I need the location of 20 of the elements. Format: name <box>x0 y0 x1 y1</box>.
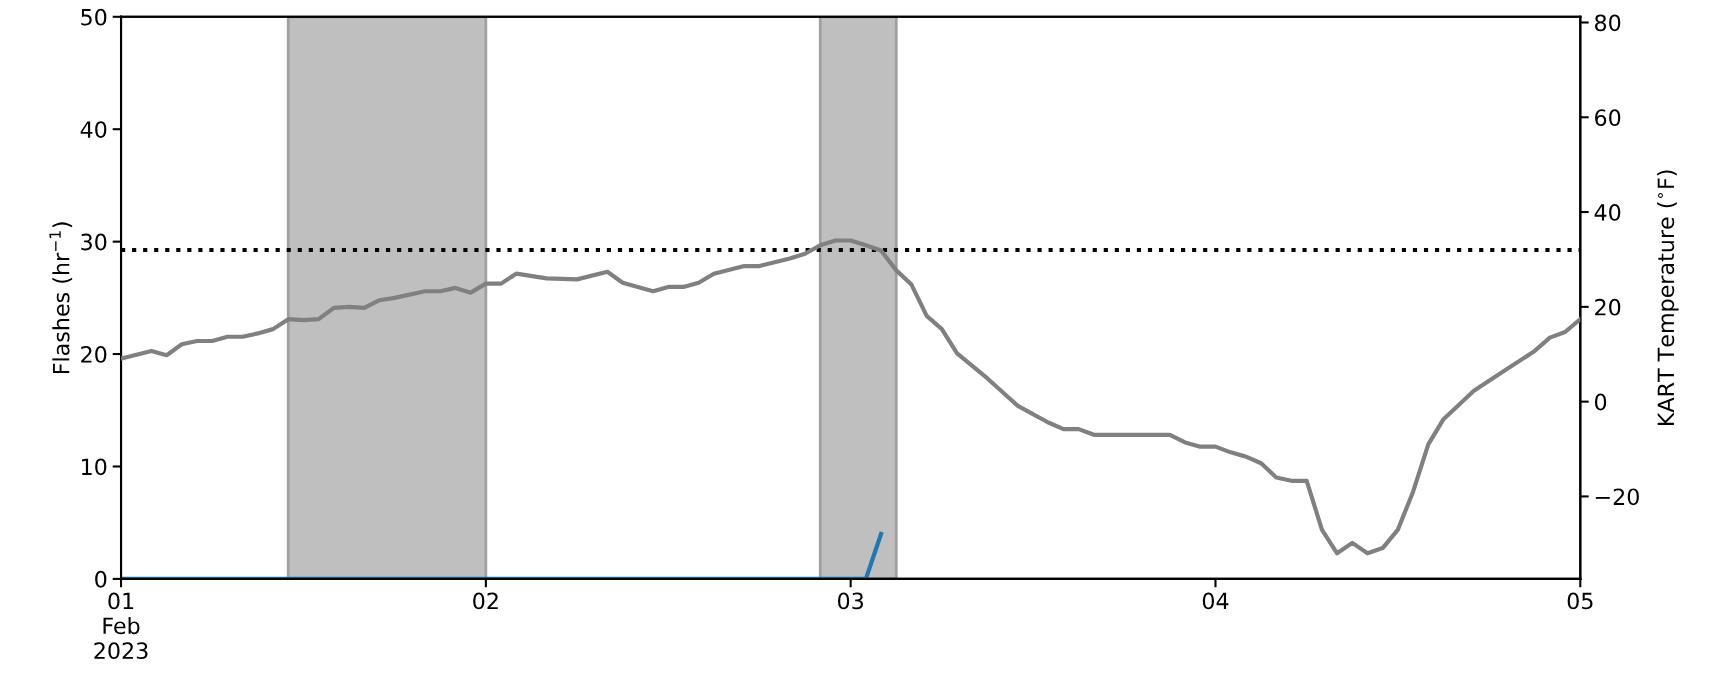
y2-tick-label: 80 <box>1595 14 1621 32</box>
y-tick-label: 50 <box>81 8 107 26</box>
y-axis-title: Flashes (hr$^{−1}$) <box>49 222 73 374</box>
y-tick-label: 40 <box>80 121 107 138</box>
y2-axis-title: KART Temperature ($^{∘}$F) <box>1657 170 1679 425</box>
y2-tick-label: 0 <box>1594 393 1607 411</box>
line-series <box>121 238 1581 556</box>
y2-tick-label: 20 <box>1595 298 1621 316</box>
x-tick-label: 05 <box>1567 592 1593 610</box>
x-tick-label: 02 <box>473 592 498 610</box>
x-tick-label: 03 <box>837 592 864 610</box>
y2-tick-label: 60 <box>1595 109 1621 127</box>
y-tick-label: 30 <box>81 233 107 251</box>
y-tick-label: 20 <box>81 346 107 363</box>
y-tick-label: 10 <box>82 458 107 476</box>
x-tick-label: 01 Feb 2023 <box>94 592 148 660</box>
y2-tick-label: −20 <box>1595 488 1639 506</box>
y2-tick-label: 40 <box>1594 204 1621 221</box>
x-tick-label: 04 <box>1202 592 1229 610</box>
y-tick-label: 0 <box>95 570 107 588</box>
